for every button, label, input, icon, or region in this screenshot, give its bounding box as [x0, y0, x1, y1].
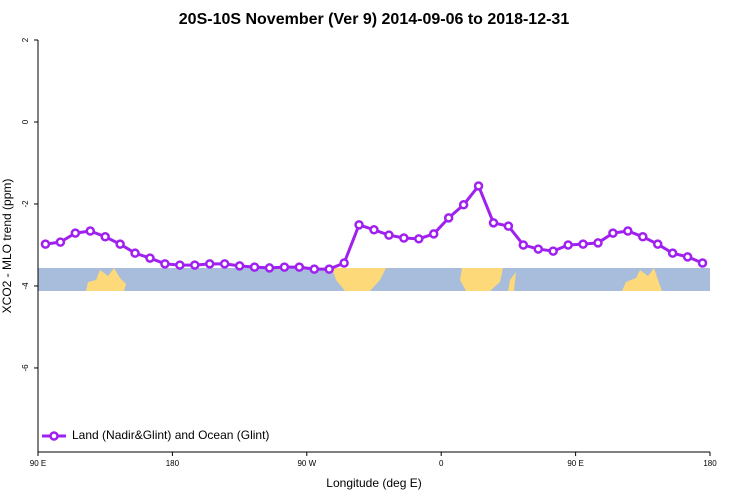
land — [622, 268, 662, 291]
x-tick-label: 90 E — [567, 459, 583, 468]
land — [508, 272, 516, 291]
point — [578, 239, 588, 249]
x-tick-label: 0 — [439, 459, 444, 468]
point — [145, 253, 155, 263]
point — [55, 237, 66, 247]
point — [518, 240, 529, 250]
point — [563, 240, 573, 250]
x-tick-label: 90 E — [30, 459, 46, 468]
point — [190, 260, 200, 270]
point — [279, 262, 290, 272]
map-band — [38, 268, 710, 291]
point — [294, 262, 305, 272]
point — [115, 239, 125, 249]
point — [339, 258, 349, 268]
point — [309, 264, 320, 274]
point — [652, 239, 663, 249]
x-tick-label: 180 — [703, 459, 717, 468]
legend-marker — [49, 431, 59, 441]
point — [548, 246, 558, 256]
point — [533, 244, 544, 254]
point — [458, 200, 469, 210]
chart-title: 20S-10S November (Ver 9) 2014-09-06 to 2… — [179, 11, 570, 28]
point — [428, 229, 439, 239]
point — [667, 248, 678, 258]
point — [488, 218, 499, 228]
point — [697, 258, 708, 268]
point — [473, 181, 484, 191]
point — [70, 228, 81, 238]
point — [399, 233, 409, 243]
legend-label: Land (Nadir&Glint) and Ocean (Glint) — [72, 428, 269, 442]
point — [40, 239, 51, 249]
point — [682, 252, 693, 262]
x-tick-label: 180 — [166, 459, 180, 468]
point — [249, 262, 260, 272]
land — [460, 268, 503, 291]
point — [384, 230, 394, 240]
x-tick-label: 90 W — [297, 459, 316, 468]
y-tick-label: -6 — [21, 364, 30, 372]
point — [354, 220, 364, 230]
y-tick-label: 2 — [21, 37, 30, 42]
y-axis-label: XCO2 - MLO trend (ppm) — [0, 179, 14, 314]
point — [100, 232, 110, 242]
point — [160, 259, 170, 269]
point — [204, 259, 215, 269]
point — [369, 225, 379, 235]
point — [638, 232, 648, 242]
point — [175, 260, 185, 270]
land — [86, 268, 126, 291]
x-axis-label: Longitude (deg E) — [326, 476, 421, 490]
point — [264, 263, 275, 273]
point — [85, 226, 96, 236]
point — [234, 261, 245, 271]
point — [503, 221, 514, 231]
point — [623, 226, 633, 236]
point — [130, 248, 140, 258]
y-tick-label: 0 — [21, 119, 30, 124]
point — [219, 259, 230, 269]
point — [608, 228, 618, 238]
point — [593, 238, 603, 248]
y-tick-label: -4 — [21, 282, 30, 290]
land — [332, 268, 386, 291]
point — [443, 213, 454, 223]
y-tick-label: -2 — [21, 200, 30, 208]
point — [324, 264, 334, 274]
point — [414, 234, 424, 244]
